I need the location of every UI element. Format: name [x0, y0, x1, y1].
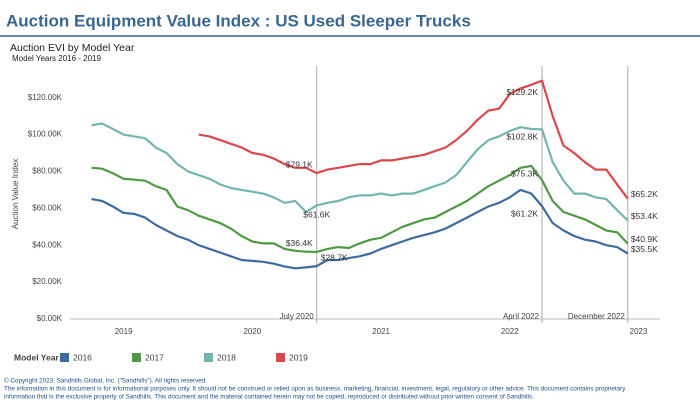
series-line — [198, 79, 629, 200]
x-tick-label: 2020 — [243, 327, 261, 336]
data-label: $61.6K — [303, 210, 330, 220]
data-label: $28.7K — [321, 252, 348, 262]
data-label: $53.4K — [631, 211, 658, 221]
subtitle-2: Model Years 2016 - 2019 — [12, 54, 102, 63]
reference-label: April 2022 — [503, 312, 540, 321]
data-label: $61.2K — [511, 208, 538, 218]
y-tick-label: $60.00K — [32, 203, 62, 212]
series-line — [91, 164, 629, 253]
legend-title: Model Year — [14, 352, 59, 362]
legend-label: 2019 — [289, 352, 308, 362]
chart-title: Auction Equipment Value Index : US Used … — [6, 11, 471, 30]
footer: The information in this document is for … — [4, 386, 626, 393]
legend-swatch — [204, 353, 213, 362]
legend-swatch — [60, 353, 69, 362]
y-tick-label: $40.00K — [32, 240, 62, 249]
footer: © Copyright 2023, Sandhills Global, Inc.… — [4, 377, 207, 385]
x-tick-label: 2019 — [115, 327, 133, 336]
data-label: $40.9K — [631, 234, 658, 244]
x-tick-label: 2021 — [372, 327, 390, 336]
y-tick-label: $20.00K — [32, 277, 62, 286]
footer: information that is the exclusive proper… — [4, 394, 534, 401]
data-label: $75.3K — [511, 168, 538, 178]
data-label: $102.8K — [506, 132, 538, 142]
reference-label: December 2022 — [568, 312, 625, 321]
reference-label: July 2020 — [279, 312, 314, 321]
subtitle: Auction EVI by Model Year — [10, 42, 135, 54]
y-tick-label: $80.00K — [32, 167, 62, 176]
data-label: $36.4K — [286, 238, 313, 248]
data-label: $129.2K — [506, 87, 538, 97]
series-line — [91, 122, 629, 222]
legend-label: 2017 — [145, 352, 164, 362]
series-line — [91, 188, 629, 270]
legend-label: 2016 — [73, 352, 92, 362]
y-tick-label: $120.00K — [28, 93, 63, 102]
y-tick-label: $0.00K — [37, 314, 63, 323]
legend-swatch — [276, 353, 285, 362]
x-tick-label: 2022 — [501, 327, 519, 336]
data-label: $35.5K — [631, 244, 658, 254]
data-label: $79.1K — [286, 159, 313, 169]
legend-swatch — [132, 353, 141, 362]
legend-label: 2018 — [217, 352, 236, 362]
x-tick-label: 2023 — [630, 327, 648, 336]
y-axis-label: Auction Value Index — [11, 159, 20, 230]
data-label: $65.2K — [631, 189, 658, 199]
y-tick-label: $100.00K — [28, 130, 63, 139]
